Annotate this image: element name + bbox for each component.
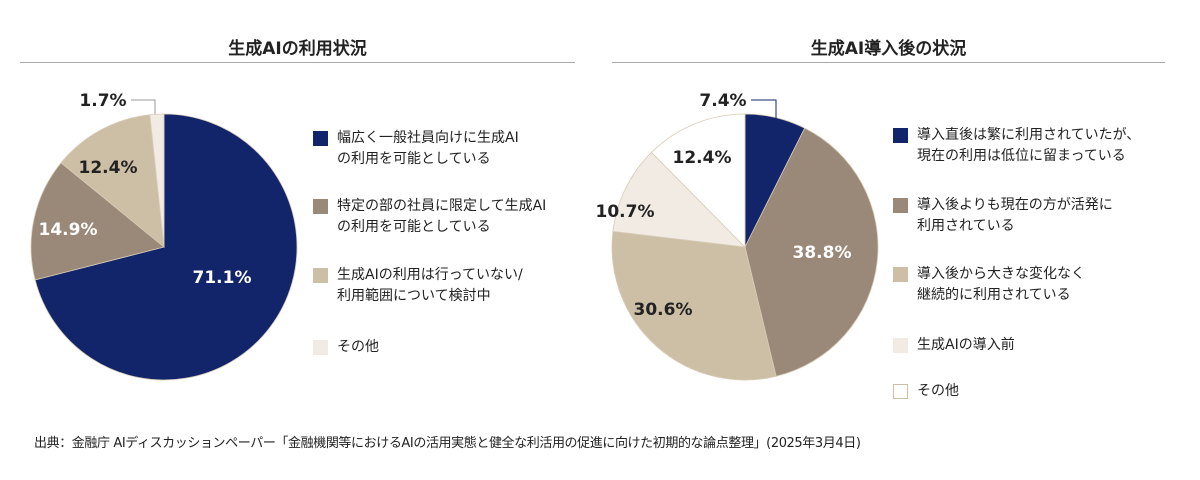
leader-line: [751, 99, 777, 119]
legend-item: 導入後から大きな変化なく 継続的に利用されている: [893, 264, 1085, 306]
legend-label: 幅広く一般社員向けに生成AI の利用を可能としている: [337, 130, 519, 167]
pie-slice: [149, 113, 165, 248]
data-label: 7.4%: [699, 91, 746, 111]
data-label: 12.4%: [673, 148, 732, 168]
legend-item: 導入直後は繁に利用されていたが、 現在の利用は低位に留まっている: [893, 125, 1140, 167]
legend-label: 特定の部の社員に限定して生成AI の利用を可能としている: [337, 198, 547, 235]
legend-item: 幅広く一般社員向けに生成AI の利用を可能としている: [313, 128, 519, 170]
data-label: 38.8%: [793, 243, 852, 263]
data-label: 14.9%: [39, 220, 98, 240]
data-label: 1.7%: [79, 91, 126, 111]
legend-swatch: [313, 340, 328, 355]
leader-line: [131, 99, 156, 114]
legend-item: その他: [313, 337, 379, 358]
source-note: 出典：金融庁 AIディスカッションペーパー「金融機関等におけるAIの活用実態と健…: [34, 436, 861, 451]
chart-title-post-adoption: 生成AI導入後の状況: [810, 39, 967, 59]
legend-swatch: [893, 384, 908, 399]
pie-slice: [34, 113, 298, 381]
title-divider: [612, 62, 1165, 63]
legend-swatch: [313, 199, 328, 214]
legend-item: 導入後よりも現在の方が活発に 利用されている: [893, 195, 1113, 237]
legend-swatch: [313, 131, 328, 146]
legend-label: 導入後よりも現在の方が活発に 利用されている: [917, 197, 1113, 234]
pie-slice: [30, 162, 165, 281]
legend-label: 導入後から大きな変化なく 継続的に利用されている: [917, 266, 1085, 303]
legend-swatch: [313, 268, 328, 283]
chart-title-usage: 生成AIの利用状況: [228, 39, 367, 59]
legend-label: 生成AIの導入前: [917, 337, 1015, 353]
legend-label: その他: [917, 383, 959, 399]
data-label: 12.4%: [79, 158, 138, 178]
pie-slice: [650, 113, 746, 248]
legend-swatch: [893, 267, 908, 282]
legend-label: 導入直後は繁に利用されていたが、 現在の利用は低位に留まっている: [917, 127, 1141, 164]
legend-swatch: [893, 128, 908, 143]
legend-swatch: [893, 198, 908, 213]
data-label: 30.6%: [634, 300, 693, 320]
legend-swatch: [893, 338, 908, 353]
pie-slice: [744, 127, 879, 377]
legend-label: その他: [337, 339, 379, 355]
data-label: 71.1%: [193, 268, 252, 288]
pie-slice: [612, 151, 747, 248]
title-divider: [20, 62, 575, 63]
legend-item: その他: [893, 381, 959, 402]
legend-item: 生成AIの利用は行っていない/ 利用範囲について検討中: [313, 265, 523, 307]
data-label: 10.7%: [596, 202, 655, 222]
legend-item: 生成AIの導入前: [893, 335, 1015, 356]
legend-item: 特定の部の社員に限定して生成AI の利用を可能としている: [313, 196, 546, 238]
legend-label: 生成AIの利用は行っていない/ 利用範囲について検討中: [337, 267, 523, 304]
pie-slice: [60, 114, 165, 248]
pie-slice: [611, 230, 777, 381]
